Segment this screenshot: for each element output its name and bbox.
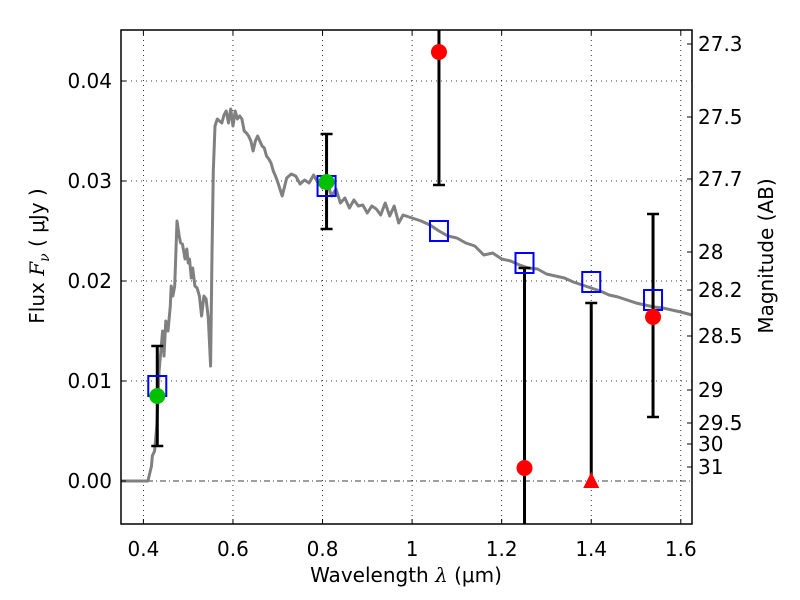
- plot-frame: [120, 29, 693, 525]
- y2-tick-label: 30: [698, 432, 723, 456]
- model-sed-group: [121, 107, 693, 483]
- x-axis-label: Wavelength λ (μm): [310, 563, 502, 587]
- y2-tick-label: 31: [698, 455, 723, 479]
- errorbar-3: [518, 266, 531, 524]
- y-tick-label: 0.01: [67, 369, 112, 393]
- nondetection-point: [645, 309, 662, 325]
- detection-point: [149, 388, 166, 404]
- observed-points-group: [149, 44, 662, 488]
- y-tick-labels: 0.00 0.01 0.02 0.03 0.04: [67, 69, 112, 493]
- model-photometry-square: [428, 220, 449, 242]
- y-tick-label: 0.00: [67, 469, 112, 493]
- grid: [121, 30, 692, 524]
- x-tick-labels: 0.4 0.6 0.8 1 1.2 1.4 1.6: [127, 537, 696, 561]
- y2-tick-label: 27.5: [698, 105, 743, 129]
- x-tick-label: 1.6: [665, 537, 697, 561]
- y-axis-symbol: F: [25, 261, 49, 277]
- x-axis-unit: (μm): [454, 563, 502, 587]
- ticks-group: [121, 30, 692, 524]
- y-tick-label: 0.02: [67, 269, 112, 293]
- x-axis-symbol: λ: [434, 563, 448, 587]
- y-axis-subscript: ν: [37, 253, 53, 262]
- errorbar-4: [585, 301, 598, 481]
- upper-limit-triangle: [583, 472, 600, 488]
- model-photometry-square: [514, 252, 535, 274]
- y2-tick-label: 27.3: [698, 32, 743, 56]
- y-axis-unit: ( μJy ): [25, 188, 49, 247]
- y2-tick-label: 28.2: [698, 278, 743, 302]
- y2-tick-label: 28.5: [698, 324, 743, 348]
- x-tick-label: 1.2: [486, 537, 518, 561]
- y2-tick-label: 28: [698, 240, 723, 264]
- y-tick-label: 0.04: [67, 69, 112, 93]
- x-tick-label: 1.4: [575, 537, 607, 561]
- errorbars-group: [151, 30, 660, 524]
- model-sed-line: [121, 107, 693, 483]
- x-tick-label: 0.6: [217, 537, 249, 561]
- y2-tick-label: 27.7: [698, 167, 743, 191]
- nondetection-point: [516, 460, 533, 476]
- x-tick-label: 0.4: [127, 537, 159, 561]
- y-axis-label: Flux Fν ( μJy ): [25, 188, 53, 323]
- y-tick-label: 0.03: [67, 169, 112, 193]
- detection-point: [318, 174, 335, 190]
- nondetection-point: [430, 44, 447, 60]
- y2-tick-label: 29.5: [698, 411, 743, 435]
- y2-tick-label: 29: [698, 378, 723, 402]
- x-tick-label: 1: [406, 537, 419, 561]
- y2-axis-label: Magnitude (AB): [754, 178, 778, 333]
- x-tick-label: 0.8: [307, 537, 339, 561]
- model-photometry-square: [581, 271, 602, 293]
